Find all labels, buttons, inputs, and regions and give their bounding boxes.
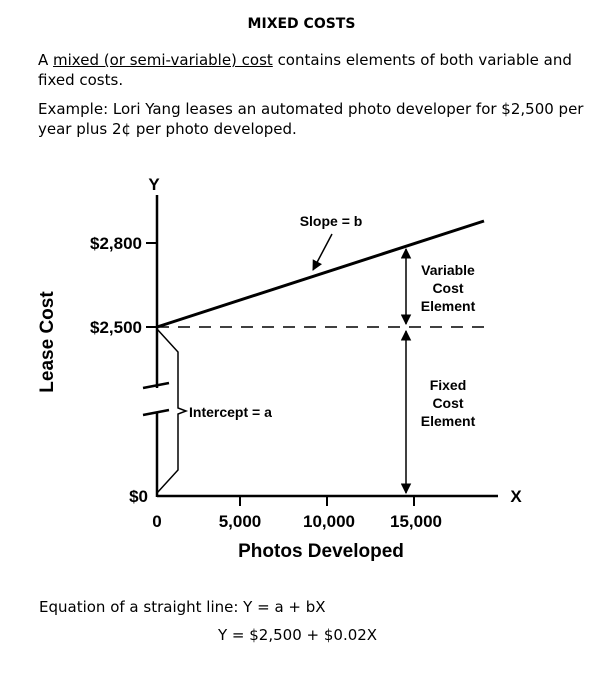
intercept-label: Intercept = a — [189, 404, 272, 420]
x-axis-letter: X — [510, 487, 522, 506]
x-tick-label-5000: 5,000 — [219, 512, 262, 531]
y-tick-label-2500: $2,500 — [90, 318, 142, 337]
slope-label: Slope = b — [300, 213, 363, 229]
intro-paragraph: A mixed (or semi-variable) cost contains… — [16, 50, 603, 90]
fixed-label-line-2: Cost — [432, 395, 463, 411]
y-tick-label-2800: $2,800 — [90, 234, 142, 253]
x-tick-label-15000: 15,000 — [390, 512, 442, 531]
variable-label-line-3: Element — [421, 298, 476, 314]
specific-equation: Y = $2,500 + $0.02X — [218, 626, 378, 644]
y-axis-letter: Y — [148, 175, 160, 194]
mixed-cost-diagram: Y X $2,800 $2,500 $0 0 5,000 10,000 15,0… — [37, 175, 522, 562]
axis-break-mark-upper — [142, 381, 170, 390]
fixed-label-line-1: Fixed — [430, 377, 467, 393]
variable-label-line-1: Variable — [421, 262, 475, 278]
intro-lead: A — [38, 51, 54, 69]
x-tick-label-0: 0 — [152, 512, 161, 531]
intercept-brace — [156, 328, 189, 494]
fixed-label-line-3: Element — [421, 413, 476, 429]
example-paragraph: Example: Lori Yang leases an automated p… — [38, 100, 584, 138]
general-equation: Equation of a straight line: Y = a + bX — [39, 598, 326, 616]
slope-pointer-arrow — [312, 233, 333, 271]
total-cost-line — [156, 219, 485, 329]
intro-rest: contains elements of both variable and f… — [38, 51, 572, 89]
axis-break-mark-lower — [142, 408, 170, 417]
y-axis-title: Lease Cost — [37, 291, 58, 393]
x-axis-title: Photos Developed — [238, 541, 404, 562]
variable-label-line-2: Cost — [432, 280, 463, 296]
x-tick-label-10000: 10,000 — [303, 512, 355, 531]
page-title: MIXED COSTS — [247, 16, 356, 32]
mixed-cost-term: mixed (or semi-variable) cost — [53, 51, 273, 69]
y-tick-label-0: $0 — [129, 487, 148, 506]
